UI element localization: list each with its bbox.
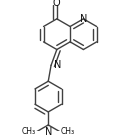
Text: N: N <box>54 60 61 70</box>
Text: N: N <box>80 14 88 24</box>
Text: O: O <box>53 0 60 8</box>
Text: N: N <box>45 127 52 136</box>
Text: CH₃: CH₃ <box>61 127 75 136</box>
Text: CH₃: CH₃ <box>22 127 36 136</box>
